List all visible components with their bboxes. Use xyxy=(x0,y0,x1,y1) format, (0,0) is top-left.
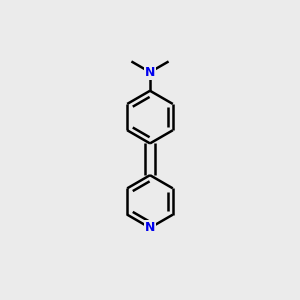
Text: N: N xyxy=(145,66,155,79)
Text: N: N xyxy=(145,221,155,234)
